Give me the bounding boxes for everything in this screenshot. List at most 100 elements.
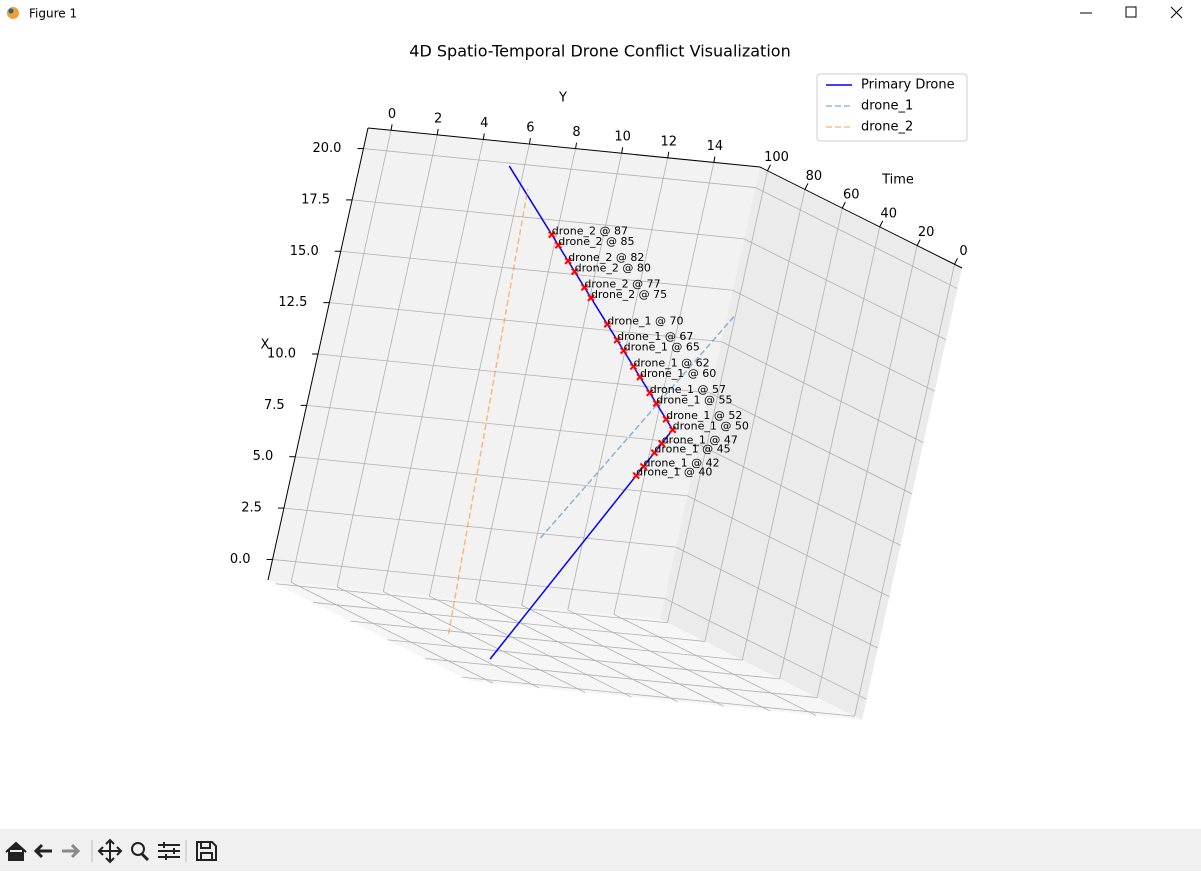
grid-line <box>475 600 678 703</box>
grid-line <box>667 170 768 623</box>
forward-button[interactable] <box>62 843 81 859</box>
grid-line <box>779 226 881 679</box>
conflict-label: drone_1 @ 42 <box>643 456 719 469</box>
grid-line <box>387 639 780 680</box>
data-line <box>447 188 529 635</box>
y-tick-label: 2 <box>434 111 442 126</box>
conflict-marker <box>603 320 612 328</box>
x-tick-label: 0.0 <box>230 552 251 567</box>
grid-line <box>429 143 530 597</box>
z-tick-label: 60 <box>843 188 860 203</box>
y-tick <box>436 128 439 135</box>
conflict-label: drone_2 @ 75 <box>591 288 667 301</box>
y-tick-label: 12 <box>660 134 677 149</box>
conflict-label: drone_1 @ 57 <box>650 383 726 396</box>
conflict-label: drone_1 @ 55 <box>656 393 732 406</box>
configure-button[interactable] <box>158 842 180 860</box>
conflict-label: drone_1 @ 65 <box>624 341 700 354</box>
grid-line <box>687 495 890 598</box>
pane <box>268 580 862 720</box>
x-tick-label: 17.5 <box>301 192 330 207</box>
z-axis-label: Time <box>881 173 914 188</box>
conflict-marker <box>657 439 666 448</box>
zoom-button[interactable] <box>131 842 150 862</box>
close-button[interactable] <box>1170 6 1183 19</box>
grid-line <box>675 546 879 649</box>
z-tick <box>841 201 846 209</box>
y-tick-label: 4 <box>480 116 488 131</box>
y-tick <box>575 142 578 149</box>
grid-line <box>306 404 699 445</box>
conflict-marker <box>650 448 659 457</box>
conflict-marker <box>548 230 556 239</box>
x-axis-label: X <box>261 338 270 353</box>
conflict-marker <box>613 336 621 344</box>
z-tick-label: 0 <box>959 244 967 259</box>
y-axis <box>367 127 761 168</box>
grid-line <box>721 341 924 443</box>
x-tick-label: 2.5 <box>241 501 262 516</box>
grid-line <box>854 264 955 717</box>
grid-line <box>429 595 632 698</box>
conflict-marker <box>636 373 644 381</box>
x-tick-label: 10.0 <box>267 347 296 362</box>
grid-line <box>340 250 733 291</box>
grid-line <box>567 157 669 610</box>
grid-line <box>704 189 806 642</box>
grid-line <box>312 602 705 642</box>
legend-label: drone_1 <box>861 99 913 114</box>
grid-line <box>317 353 711 394</box>
conflict-label: drone_1 @ 40 <box>636 466 712 479</box>
conflict-label: drone_2 @ 82 <box>568 251 644 264</box>
grid-line <box>567 609 770 712</box>
grid-line <box>732 289 935 392</box>
app-icon <box>7 7 19 19</box>
x-tick-label: 5.0 <box>253 449 274 464</box>
conflict-label: drone_2 @ 85 <box>558 235 634 248</box>
y-tick <box>713 156 716 163</box>
conflict-marker <box>646 389 654 397</box>
conflict-marker <box>619 346 628 355</box>
z-tick <box>916 239 921 246</box>
grid-line <box>462 676 855 717</box>
maximize-button[interactable] <box>1125 6 1137 18</box>
grid-line <box>521 604 724 707</box>
y-tick <box>621 147 624 154</box>
grid-line <box>698 444 901 546</box>
x-tick-label: 12.5 <box>278 295 307 310</box>
legend-label: drone_2 <box>861 120 913 135</box>
conflict-label: drone_1 @ 62 <box>633 356 709 369</box>
save-button[interactable] <box>196 841 217 861</box>
grid-line <box>272 559 665 599</box>
y-tick-label: 14 <box>707 139 724 154</box>
grid-line <box>290 581 494 684</box>
grid-line <box>283 507 676 548</box>
z-tick <box>879 220 884 228</box>
conflict-marker <box>662 415 670 423</box>
grid-line <box>350 620 743 661</box>
grid-line <box>613 162 715 615</box>
grid-line <box>613 614 817 716</box>
chart-title: 4D Spatio-Temporal Drone Conflict Visual… <box>409 42 790 61</box>
y-tick <box>528 137 531 145</box>
y-tick-label: 6 <box>526 121 534 136</box>
grid-line <box>352 199 745 240</box>
home-button[interactable] <box>5 841 27 861</box>
pan-button[interactable] <box>97 838 123 864</box>
y-tick-label: 8 <box>572 125 580 140</box>
conflict-marker <box>632 471 640 480</box>
y-tick-label: 0 <box>388 107 396 122</box>
title-bar <box>0 0 1201 28</box>
conflict-marker <box>570 267 579 276</box>
grid-line <box>755 187 958 289</box>
grid-line <box>290 130 392 583</box>
back-button[interactable] <box>33 843 52 859</box>
conflict-marker <box>652 399 661 408</box>
conflict-label: drone_2 @ 80 <box>575 262 651 275</box>
grid-line <box>382 139 484 592</box>
z-tick-label: 80 <box>806 169 823 184</box>
conflict-label: drone_1 @ 47 <box>662 433 738 446</box>
conflict-label: drone_1 @ 67 <box>617 330 693 343</box>
y-tick <box>390 124 393 131</box>
grid-line <box>664 598 867 700</box>
